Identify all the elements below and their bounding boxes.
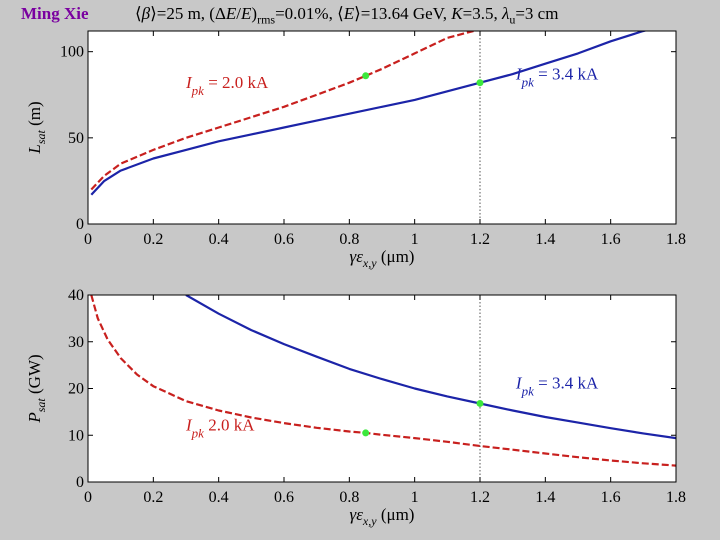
chart1-series-red-line — [90, 31, 474, 191]
chart2-x-axis-units: (μm) — [377, 505, 415, 524]
chart1-x-axis-units: (μm) — [377, 247, 415, 266]
header-part: =3 cm — [515, 4, 559, 23]
header-part: ⟩=25 m, (Δ — [150, 4, 226, 23]
chart2-x-tick-label: 1.8 — [666, 489, 686, 506]
header-part: ⟩=13.64 GeV, — [354, 4, 452, 23]
chart2-series-blue-line — [185, 295, 676, 440]
chart2-y-tick-label: 10 — [68, 427, 84, 444]
chart1-x-tick-label: 1.2 — [470, 231, 490, 248]
header-part: =0.01%, ⟨ — [275, 4, 344, 23]
chart2-x-tick-label: 1.2 — [470, 489, 490, 506]
chart1-y-axis-label: Lsat (m) — [25, 101, 48, 154]
chart2-curve-label-sub: pk — [191, 426, 205, 441]
chart2-group: 0 0.2 0.4 0.6 0.8 1 1.2 1.4 1.6 1.8 0 10 20 30 40 Ipk =… — [25, 287, 686, 528]
chart1-x-tick-label: 0.4 — [209, 231, 229, 248]
chart2-y-tick-label: 0 — [76, 474, 84, 491]
chart2-x-tick-label: 0.8 — [339, 489, 359, 506]
header-var: E — [343, 4, 355, 23]
lambda-symbol: λ — [501, 4, 510, 23]
chart1-x-axis-main: γε — [350, 247, 364, 266]
header-part: =3.5, — [462, 4, 502, 23]
chart1-x-tick-label: 1.8 — [666, 231, 686, 248]
chart2-marker-point — [476, 399, 484, 407]
chart1-y-axis-units: (m) — [25, 101, 44, 130]
chart1-x-tick-label: 1.6 — [601, 231, 621, 248]
chart2-y-axis-sub: sat — [34, 398, 48, 413]
beta-symbol: β — [141, 4, 151, 23]
header-var: K — [451, 4, 463, 23]
chart1-curve-label-sub: pk — [191, 83, 205, 98]
author-name: Ming Xie — [21, 4, 89, 23]
chart2-curve-label: Ipk 2.0 kA — [185, 416, 255, 441]
chart2-x-axis-main: γε — [350, 505, 364, 524]
chart2-x-tick-label: 1 — [411, 489, 419, 506]
chart2-plot-frame — [87, 294, 677, 483]
chart1-marker-point — [476, 79, 484, 87]
header-part: ) — [251, 4, 258, 23]
header-var: E — [225, 4, 237, 23]
chart2-x-tick-label: 1.4 — [535, 489, 555, 506]
chart2-y-tick-label: 40 — [68, 287, 84, 304]
chart1-curve-label-I: I — [515, 64, 523, 83]
header-part: ⟨ — [135, 4, 142, 23]
chart2-curve-label-I: I — [185, 416, 193, 435]
chart1-curve-label-value: = 3.4 kA — [534, 64, 599, 83]
chart1-curve-label: Ipk = 3.4 kA — [515, 64, 599, 89]
chart2-x-axis-sub: x,y — [362, 514, 377, 528]
chart1-curve-label: Ipk = 2.0 kA — [185, 73, 269, 98]
chart1-x-axis-sub: x,y — [362, 256, 377, 270]
header-var: E — [241, 4, 252, 23]
chart2-x-tick-label: 0.6 — [274, 489, 294, 506]
chart1-x-tick-label: 0 — [84, 231, 92, 248]
chart2-curve-label-value: = 3.4 kA — [534, 374, 599, 393]
chart2-y-axis-main: P — [25, 412, 44, 423]
chart2-x-tick-label: 1.6 — [601, 489, 621, 506]
chart1-series-blue-line — [90, 31, 648, 196]
chart2-curve-label-I: I — [515, 374, 523, 393]
header-sub: u — [509, 12, 516, 27]
chart2-curve-label-sub: pk — [521, 384, 535, 399]
chart2-y-axis-units: (GW) — [25, 354, 44, 398]
parameters-header: ⟨β⟩=25 m, (ΔE/E)rms=0.01%, ⟨E⟩=13.64 GeV… — [135, 4, 558, 27]
chart2-plot-area — [88, 295, 676, 482]
chart1-y-tick-label: 50 — [68, 130, 84, 147]
chart2-y-axis-label: Psat (GW) — [25, 354, 48, 423]
chart1-y-axis-sub: sat — [34, 130, 48, 145]
chart2-x-axis-label: γεx,y (μm) — [350, 505, 415, 528]
chart1-x-tick-label: 0.8 — [339, 231, 359, 248]
chart1-y-tick-label: 0 — [76, 216, 84, 233]
chart2-x-tick-label: 0.4 — [209, 489, 229, 506]
chart1-marker-point — [362, 72, 370, 80]
chart2-y-tick-label: 30 — [68, 334, 84, 351]
chart1-curve-label-sub: pk — [521, 74, 535, 89]
chart1-x-tick-label: 1 — [411, 231, 419, 248]
chart1-x-tick-label: 0.6 — [274, 231, 294, 248]
chart1-curve-label-I: I — [185, 73, 193, 92]
chart1-y-tick-label: 100 — [60, 44, 84, 61]
chart2-curve-label: Ipk = 3.4 kA — [515, 374, 599, 399]
chart1-plot-frame — [87, 30, 677, 225]
chart1-x-tick-label: 0.2 — [143, 231, 163, 248]
chart2-series-red-line — [90, 295, 676, 467]
chart2-x-tick-label: 0 — [84, 489, 92, 506]
chart1-y-axis-main: L — [25, 144, 44, 154]
chart1-group: 0 0.2 0.4 0.6 0.8 1 1.2 1.4 1.6 1.8 0 50 100 Ipk = 2.… — [25, 30, 686, 270]
chart1-x-tick-label: 1.4 — [535, 231, 555, 248]
chart1-plot-area — [88, 31, 676, 224]
chart2-x-tick-label: 0.2 — [143, 489, 163, 506]
chart2-y-tick-label: 20 — [68, 381, 84, 398]
chart1-x-axis-label: γεx,y (μm) — [350, 247, 415, 270]
chart2-curve-label-value: 2.0 kA — [204, 416, 255, 435]
chart2-marker-point — [362, 429, 370, 437]
header-sub: rms — [257, 12, 276, 27]
header-part: / — [236, 4, 242, 23]
chart1-curve-label-value: = 2.0 kA — [204, 73, 269, 92]
